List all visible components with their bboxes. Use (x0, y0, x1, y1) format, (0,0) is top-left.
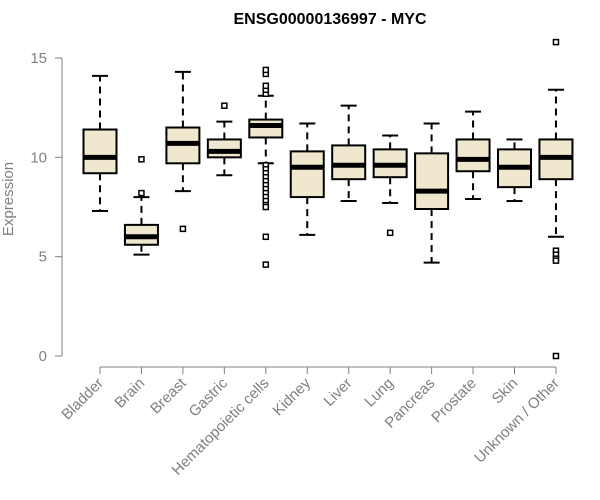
box-gastric (206, 102, 242, 177)
box-iqr (248, 118, 284, 139)
outlier-point (262, 82, 270, 90)
box-skin (497, 138, 532, 203)
box-series (82, 38, 574, 360)
x-tick-label: Liver (321, 375, 356, 410)
box-hematopoietic-cells (248, 66, 284, 268)
box-bladder (82, 74, 118, 212)
outlier-point (262, 66, 270, 74)
outlier-point (262, 261, 270, 268)
chart-title: ENSG00000136997 - MYC (234, 11, 427, 28)
outlier-point (138, 189, 145, 197)
box-brain (123, 156, 159, 256)
x-tick-label: Brain (111, 375, 148, 412)
outlier-point (262, 233, 270, 241)
box-iqr (289, 150, 325, 199)
x-tick-label: Bladder (58, 375, 107, 424)
x-tick-label: Lung (361, 375, 397, 411)
box-unknown-other (538, 38, 574, 360)
y-axis: 0 5 10 15 (30, 50, 63, 365)
y-tick-label: 5 (39, 249, 47, 266)
outlier-point (138, 156, 145, 163)
x-tick-label: Kidney (270, 374, 315, 419)
box-iqr (455, 138, 491, 173)
box-lung (372, 134, 408, 237)
outlier-point (221, 102, 228, 109)
box-iqr (414, 152, 450, 210)
box-prostate (455, 110, 491, 201)
box-iqr (82, 128, 118, 175)
box-kidney (289, 122, 325, 236)
y-tick-label: 0 (39, 348, 47, 365)
x-tick-label: Breast (147, 374, 190, 417)
outlier-point (552, 352, 560, 360)
outlier-point (552, 257, 560, 264)
box-pancreas (414, 122, 450, 264)
box-liver (331, 104, 367, 203)
box-iqr (206, 138, 242, 159)
outlier-point (552, 38, 560, 46)
outlier-point (386, 229, 394, 237)
x-tick-label: Skin (489, 375, 522, 408)
y-axis-label: Expression (0, 162, 17, 236)
y-tick-label: 10 (30, 149, 47, 166)
box-breast (165, 70, 201, 233)
y-tick-label: 15 (30, 50, 47, 67)
x-tick-label: Prostate (428, 375, 480, 427)
outlier-point (179, 225, 187, 233)
box-iqr (331, 144, 367, 181)
outlier-point (262, 203, 270, 211)
